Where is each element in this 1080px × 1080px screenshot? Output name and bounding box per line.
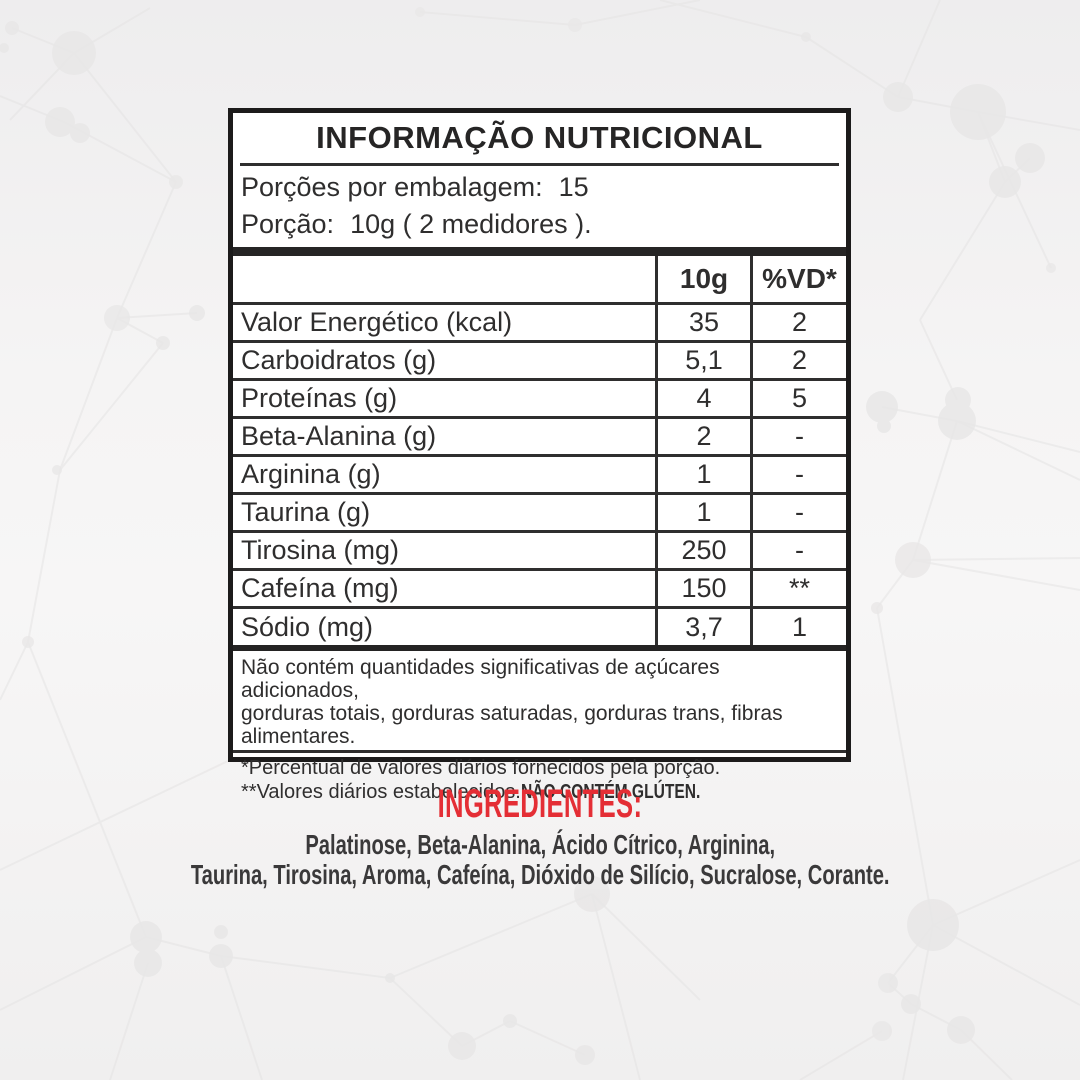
servings-line: Porções por embalagem: 15 [233,168,846,206]
table-row: Cafeína (mg) 150 ** [233,571,846,609]
portion-value: 10g ( 2 medidores ). [350,209,592,239]
nutrition-facts-panel: INFORMAÇÃO NUTRICIONAL Porções por embal… [228,108,851,803]
nutrient-name: Valor Energético (kcal) [241,307,513,337]
nutrition-table: 10g %VD* Valor Energético (kcal) 35 2 Ca… [233,256,846,651]
nutrient-dv: 5 [750,381,846,416]
nutrient-amount: 2 [655,419,750,454]
ingredients-heading: INGREDIENTES: [437,782,643,826]
nutrient-dv: 2 [750,343,846,378]
nutrient-name: Sódio (mg) [241,611,374,642]
no-significant-amounts-note: Não contém quantidades significativas de… [233,651,846,748]
nutrient-amount: 35 [655,305,750,340]
nutrient-name: Arginina (g) [241,459,381,489]
table-row: Arginina (g) 1 - [233,457,846,495]
note-line: gorduras totais, gorduras saturadas, gor… [241,702,783,748]
portion-label: Porção: [241,209,335,239]
servings-label: Porções por embalagem: [241,171,543,202]
nutrient-amount: 1 [655,457,750,492]
nutrient-amount: 3,7 [655,609,750,645]
note-line: Não contém quantidades significativas de… [241,656,720,702]
footnote-divider [233,750,846,753]
table-row: Proteínas (g) 4 5 [233,381,846,419]
portion-line: Porção: 10g ( 2 medidores ). [233,206,846,243]
nutrient-name: Proteínas (g) [241,383,398,413]
nutrient-amount: 1 [655,495,750,530]
nutrient-name: Beta-Alanina (g) [241,421,437,451]
nutrient-dv: 1 [750,609,846,645]
daily-values-footnote: *Percentual de valores diários fornecido… [241,757,721,779]
nutrient-amount: 5,1 [655,343,750,378]
nutrient-name: Cafeína (mg) [241,573,399,603]
servings-value: 15 [558,171,589,202]
nutrient-dv: 2 [750,305,846,340]
title-divider [240,163,839,166]
header-empty-cell [233,256,655,302]
nutrient-dv: - [750,533,846,568]
nutrient-name: Carboidratos (g) [241,345,437,375]
panel-title: INFORMAÇÃO NUTRICIONAL [316,120,763,155]
gluten-free-statement: NÃO CONTÉM GLÚTEN. [520,781,701,803]
table-row: Sódio (mg) 3,7 1 [233,609,846,651]
table-row: Tirosina (mg) 250 - [233,533,846,571]
nutrient-dv: - [750,419,846,454]
nutrient-name: Tirosina (mg) [241,535,400,565]
gluten-footnote: **Valores diários estabelecidos.NÃO CONT… [241,781,701,803]
nutrient-dv: - [750,457,846,492]
nutrient-dv: - [750,495,846,530]
table-row: Valor Energético (kcal) 35 2 [233,305,846,343]
nutrient-amount: 4 [655,381,750,416]
table-row: Carboidratos (g) 5,1 2 [233,343,846,381]
nutrient-name: Taurina (g) [241,497,371,527]
footnotes: *Percentual de valores diários fornecido… [233,753,846,804]
table-top-bar [233,247,846,256]
ingredients-section: INGREDIENTES: Palatinose, Beta-Alanina, … [0,782,1080,890]
table-row: Beta-Alanina (g) 2 - [233,419,846,457]
nutrient-amount: 150 [655,571,750,606]
nutrient-dv: ** [750,571,846,606]
table-row: Taurina (g) 1 - [233,495,846,533]
table-header-row: 10g %VD* [233,256,846,305]
nutrient-amount: 250 [655,533,750,568]
ingredients-line: Taurina, Tirosina, Aroma, Cafeína, Dióxi… [190,859,890,890]
header-amount-cell: 10g [655,256,750,302]
ingredients-line: Palatinose, Beta-Alanina, Ácido Cítrico,… [305,829,775,860]
header-dv-cell: %VD* [750,256,846,302]
